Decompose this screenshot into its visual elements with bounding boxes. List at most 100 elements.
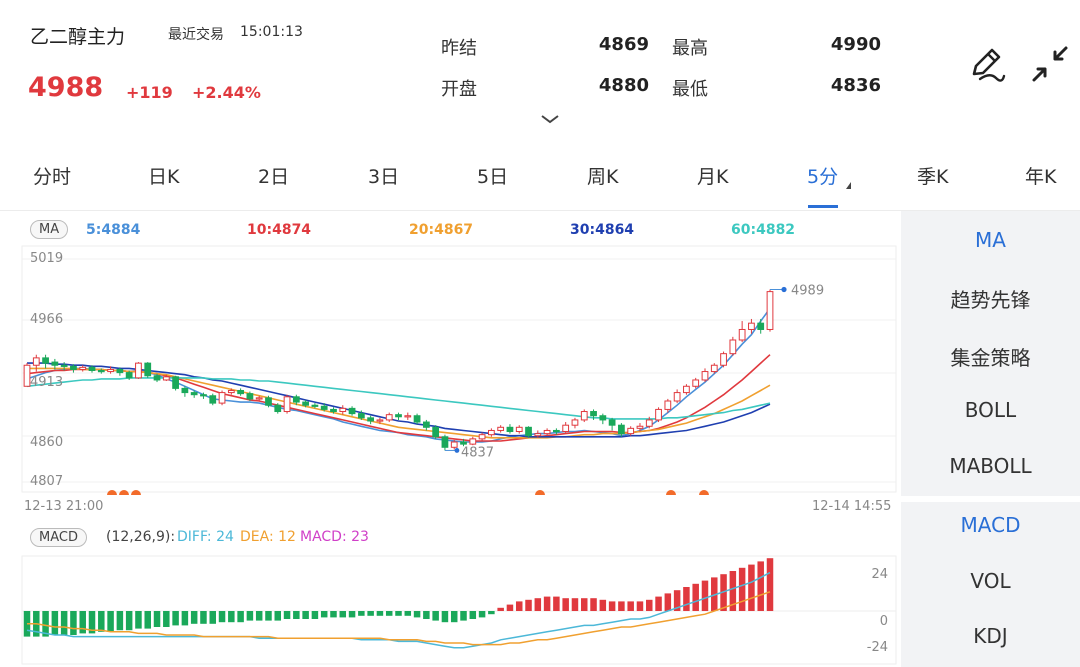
- candle: [172, 376, 179, 389]
- candle: [330, 408, 337, 413]
- candle: [441, 436, 449, 448]
- y-axis-label: 4860: [30, 435, 64, 450]
- candle: [422, 421, 430, 428]
- macd-bar: [627, 601, 634, 611]
- side-item-ma[interactable]: MA: [975, 228, 1006, 252]
- candle: [357, 413, 365, 419]
- draw-pen-icon[interactable]: [966, 44, 1006, 88]
- ma-line-ma60: [26, 377, 771, 420]
- macd-bar: [293, 611, 300, 619]
- tab-4[interactable]: 5日: [477, 166, 509, 188]
- tab-2[interactable]: 2日: [258, 166, 290, 188]
- candle: [432, 426, 440, 438]
- macd-bar: [636, 601, 644, 611]
- candle: [265, 397, 272, 406]
- open-value: 4880: [598, 75, 649, 96]
- macd-bar: [172, 611, 179, 626]
- macd-bar: [311, 611, 319, 619]
- macd-bar: [580, 598, 588, 611]
- macd-bar: [506, 604, 514, 611]
- side-item-maboll[interactable]: MABOLL: [949, 454, 1032, 478]
- side-item-boll[interactable]: BOLL: [964, 398, 1017, 422]
- tab-7[interactable]: 5分: [807, 166, 839, 188]
- candle: [692, 379, 700, 387]
- tab-1[interactable]: 日K: [148, 166, 180, 188]
- side-item-macd[interactable]: MACD: [960, 513, 1021, 537]
- candle: [590, 411, 597, 417]
- y-axis-label-top: 5019: [30, 251, 64, 266]
- tab-8[interactable]: 季K: [917, 166, 949, 188]
- candle: [367, 417, 375, 422]
- candle: [562, 424, 570, 433]
- macd-bar: [515, 601, 523, 611]
- macd-bar: [655, 596, 662, 611]
- macd-bar: [88, 611, 96, 634]
- tab-9[interactable]: 年K: [1025, 166, 1057, 188]
- candle: [450, 441, 458, 448]
- candle: [60, 364, 68, 367]
- candle: [710, 364, 718, 373]
- y-axis-label: 4913: [30, 375, 64, 390]
- candle: [543, 429, 551, 435]
- candle: [116, 368, 124, 374]
- macd-bar: [748, 564, 755, 611]
- macd-bar: [51, 611, 59, 635]
- candle: [729, 339, 737, 355]
- prev-settle-label: 昨结: [441, 38, 477, 59]
- candle: [413, 415, 421, 423]
- ma5-value: 5:4884: [86, 222, 141, 238]
- macd-bar: [116, 611, 124, 631]
- chevron-down-icon[interactable]: [540, 110, 560, 129]
- tab-0[interactable]: 分时: [33, 166, 72, 188]
- macd-bar: [608, 601, 616, 611]
- high-price-label: 4989: [791, 284, 824, 299]
- side-item-kdj[interactable]: KDJ: [973, 624, 1008, 648]
- macd-bar: [683, 587, 690, 611]
- macd-bar: [79, 611, 86, 634]
- macd-bar: [190, 611, 198, 624]
- signal-marker-dot: [535, 490, 545, 495]
- macd-bar: [237, 611, 244, 623]
- tab-5[interactable]: 周K: [587, 166, 619, 188]
- macd-chart[interactable]: [0, 555, 901, 667]
- tab-6[interactable]: 月K: [697, 166, 729, 188]
- candle: [506, 426, 514, 433]
- macd-bar: [525, 599, 532, 611]
- side-item-trend-pioneer[interactable]: 趋势先锋: [950, 288, 1031, 312]
- active-tab-indicator: [808, 205, 838, 208]
- ma-indicator-pill[interactable]: MA: [30, 220, 69, 239]
- contract-name: 乙二醇主力: [30, 26, 126, 48]
- open-label: 开盘: [441, 79, 477, 100]
- macd-bar: [404, 611, 412, 616]
- macd-indicator-pill[interactable]: MACD: [30, 528, 87, 547]
- macd-value: MACD: 23: [300, 529, 369, 545]
- current-price: 4988: [28, 72, 104, 103]
- candle: [32, 357, 40, 366]
- macd-bar: [125, 611, 133, 631]
- macd-bar: [469, 611, 477, 619]
- tab-3[interactable]: 3日: [368, 166, 400, 188]
- macd-bar: [711, 577, 718, 611]
- macd-bar: [385, 611, 393, 616]
- side-item-fund-strategy[interactable]: 集金策略: [950, 346, 1031, 370]
- macd-bar: [395, 611, 402, 616]
- macd-bar: [618, 601, 625, 611]
- candle: [673, 392, 681, 402]
- tab-dropdown-caret-icon[interactable]: [846, 182, 851, 189]
- macd-diff-value: DIFF: 24: [177, 529, 234, 545]
- candle: [274, 404, 282, 413]
- macd-bar: [209, 611, 217, 624]
- ma10-value: 10:4874: [247, 222, 312, 238]
- macd-bar: [255, 611, 263, 621]
- collapse-arrows-icon[interactable]: [1030, 44, 1070, 88]
- side-item-vol[interactable]: VOL: [970, 569, 1011, 593]
- candle: [42, 357, 49, 364]
- macd-bar: [302, 611, 309, 619]
- macd-y-label: 24: [871, 567, 888, 582]
- high-label: 最高: [672, 38, 708, 59]
- macd-bar: [153, 611, 161, 627]
- kline-chart[interactable]: 4989 4837: [0, 245, 901, 495]
- y-axis-label: 4966: [30, 312, 64, 327]
- candle: [553, 429, 560, 433]
- candle: [766, 291, 774, 330]
